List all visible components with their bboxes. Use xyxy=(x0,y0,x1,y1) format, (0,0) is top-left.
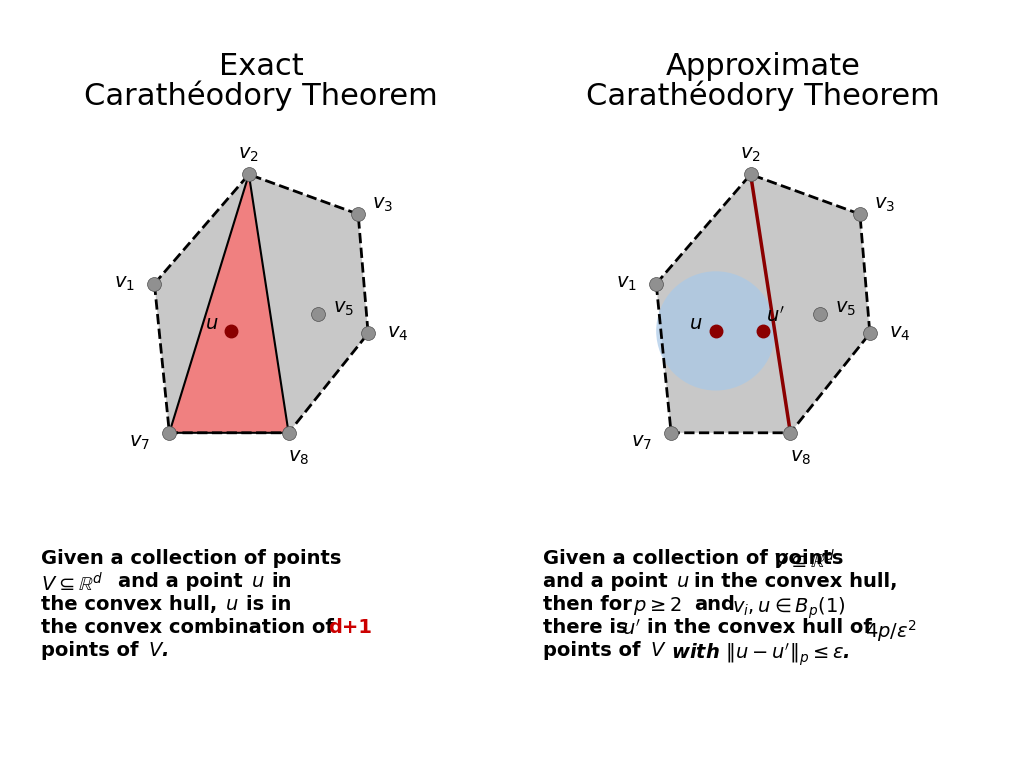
Text: the convex combination of: the convex combination of xyxy=(41,618,334,637)
Text: $V \subseteq \mathbb{R}^d$: $V \subseteq \mathbb{R}^d$ xyxy=(41,572,103,595)
Text: $V$.: $V$. xyxy=(148,641,169,660)
Text: d+1: d+1 xyxy=(328,618,372,637)
Text: with $\|u - u'\|_p \leq \epsilon$.: with $\|u - u'\|_p \leq \epsilon$. xyxy=(671,641,850,668)
Text: Approximate: Approximate xyxy=(666,51,860,81)
Text: $V$: $V$ xyxy=(650,641,667,660)
Polygon shape xyxy=(155,174,368,433)
Text: Exact: Exact xyxy=(219,51,303,81)
Text: $u'$: $u'$ xyxy=(766,306,784,326)
Text: $v_2$: $v_2$ xyxy=(740,145,761,164)
Polygon shape xyxy=(656,174,869,433)
Text: $u$: $u$ xyxy=(676,572,689,591)
Text: $v_7$: $v_7$ xyxy=(129,433,151,452)
Text: Given a collection of points: Given a collection of points xyxy=(41,549,341,568)
Text: $v_8$: $v_8$ xyxy=(790,449,811,467)
Text: $u$: $u$ xyxy=(205,314,218,333)
Text: in the convex hull of: in the convex hull of xyxy=(647,618,872,637)
Text: $p \geq 2$: $p \geq 2$ xyxy=(633,595,682,617)
Text: $v_8$: $v_8$ xyxy=(288,449,309,467)
Text: $v_4$: $v_4$ xyxy=(889,324,910,343)
Text: $v_2$: $v_2$ xyxy=(239,145,259,164)
Text: $u$: $u$ xyxy=(689,314,702,333)
Text: is in: is in xyxy=(246,595,291,614)
Text: $v_4$: $v_4$ xyxy=(387,324,409,343)
Circle shape xyxy=(656,271,775,391)
Text: and: and xyxy=(694,595,735,614)
Text: there is: there is xyxy=(543,618,628,637)
Text: points of: points of xyxy=(41,641,138,660)
Text: $v_5$: $v_5$ xyxy=(333,299,353,318)
Text: $v_5$: $v_5$ xyxy=(835,299,855,318)
Text: $v_3$: $v_3$ xyxy=(874,195,895,214)
Text: $v_1$: $v_1$ xyxy=(615,274,637,293)
Text: Carathéodory Theorem: Carathéodory Theorem xyxy=(586,81,940,111)
Text: Carathéodory Theorem: Carathéodory Theorem xyxy=(84,81,438,111)
Text: points of: points of xyxy=(543,641,640,660)
Text: and a point: and a point xyxy=(118,572,243,591)
Text: $v_i, u \in B_p(1)$: $v_i, u \in B_p(1)$ xyxy=(732,595,846,621)
Text: then for: then for xyxy=(543,595,632,614)
Text: $v_3$: $v_3$ xyxy=(373,195,393,214)
Text: $u$: $u$ xyxy=(225,595,239,614)
Text: $4p/\epsilon^2$: $4p/\epsilon^2$ xyxy=(865,618,918,644)
Text: $u$: $u$ xyxy=(251,572,264,591)
Text: Given a collection of points: Given a collection of points xyxy=(543,549,843,568)
Polygon shape xyxy=(169,174,289,433)
Text: $V \subseteq \mathbb{R}^d$: $V \subseteq \mathbb{R}^d$ xyxy=(773,549,836,572)
Text: $u'$: $u'$ xyxy=(622,618,640,638)
Text: in: in xyxy=(271,572,292,591)
Text: $v_1$: $v_1$ xyxy=(114,274,135,293)
Text: and a point: and a point xyxy=(543,572,668,591)
Text: the convex hull,: the convex hull, xyxy=(41,595,217,614)
Text: in the convex hull,: in the convex hull, xyxy=(694,572,898,591)
Text: $v_7$: $v_7$ xyxy=(631,433,652,452)
